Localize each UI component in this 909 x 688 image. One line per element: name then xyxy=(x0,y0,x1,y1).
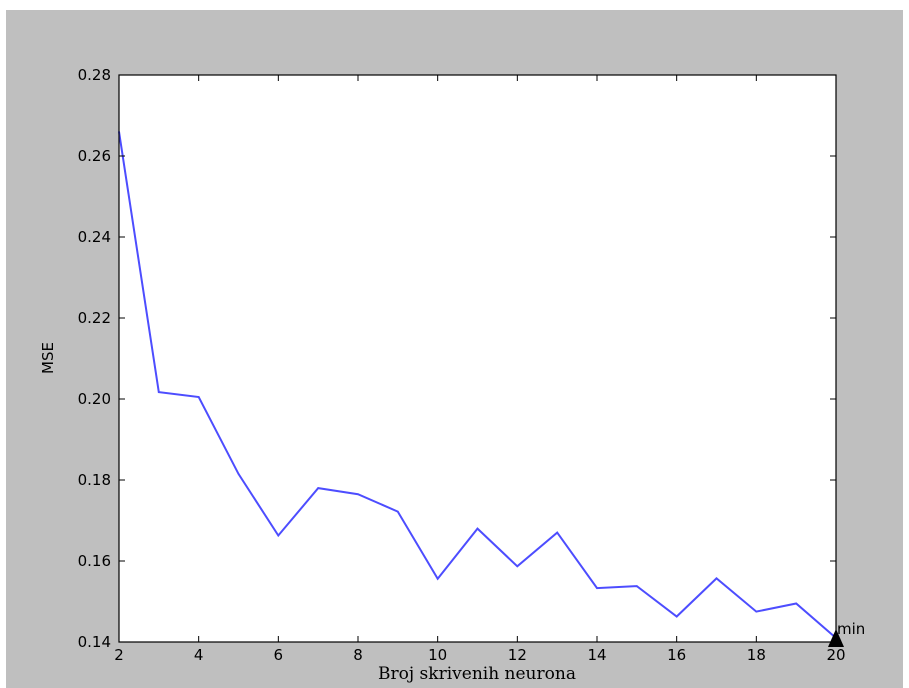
mse-line-chart: 2 4 6 8 10 12 14 16 18 20 0.14 0.16 0.18 0.20 0.22 0.24… xyxy=(39,66,865,684)
y-axis-label: MSE xyxy=(39,342,57,374)
y-tick-label: 0.14 xyxy=(78,633,111,651)
y-tick-label: 0.18 xyxy=(78,471,111,489)
y-tick-label: 0.26 xyxy=(78,147,111,165)
data-point xyxy=(675,615,678,618)
figure-background: 2 4 6 8 10 12 14 16 18 20 0.14 0.16 0.18 0.20 0.22 0.24… xyxy=(6,10,903,688)
min-marker-icon xyxy=(828,628,844,647)
data-point xyxy=(516,565,519,568)
data-point xyxy=(277,534,280,537)
plot-frame xyxy=(118,74,837,643)
data-point xyxy=(596,587,598,589)
plot-area xyxy=(119,75,836,642)
data-point xyxy=(795,602,797,605)
x-tick-label: 12 xyxy=(508,646,527,664)
y-tick-label: 0.20 xyxy=(78,390,111,408)
x-tick-label: 4 xyxy=(194,646,204,664)
data-point xyxy=(476,527,479,530)
x-tick-label: 14 xyxy=(587,646,606,664)
data-point xyxy=(158,391,160,393)
x-tick-label: 20 xyxy=(826,646,845,664)
y-tick-label: 0.16 xyxy=(78,552,111,570)
data-point xyxy=(715,577,718,580)
data-point xyxy=(197,396,200,398)
x-tick-label: 6 xyxy=(274,646,284,664)
x-axis-label: Broj skrivenih neurona xyxy=(378,664,576,684)
x-tick-label: 8 xyxy=(353,646,363,664)
x-tick-label: 2 xyxy=(114,646,124,664)
y-tick-label: 0.22 xyxy=(78,309,111,327)
data-point xyxy=(755,610,758,613)
x-tick-label: 16 xyxy=(667,646,686,664)
data-point xyxy=(317,487,319,489)
data-point xyxy=(436,578,439,580)
y-tick-label: 0.24 xyxy=(78,228,111,246)
data-point xyxy=(397,510,399,513)
min-annotation-label: min xyxy=(837,620,865,638)
data-point xyxy=(357,493,359,495)
x-tick-label: 18 xyxy=(747,646,766,664)
x-tick-label: 10 xyxy=(428,646,447,664)
y-tick-label: 0.28 xyxy=(78,66,111,84)
data-point xyxy=(237,473,240,475)
data-point xyxy=(636,585,638,587)
data-point xyxy=(556,531,558,534)
